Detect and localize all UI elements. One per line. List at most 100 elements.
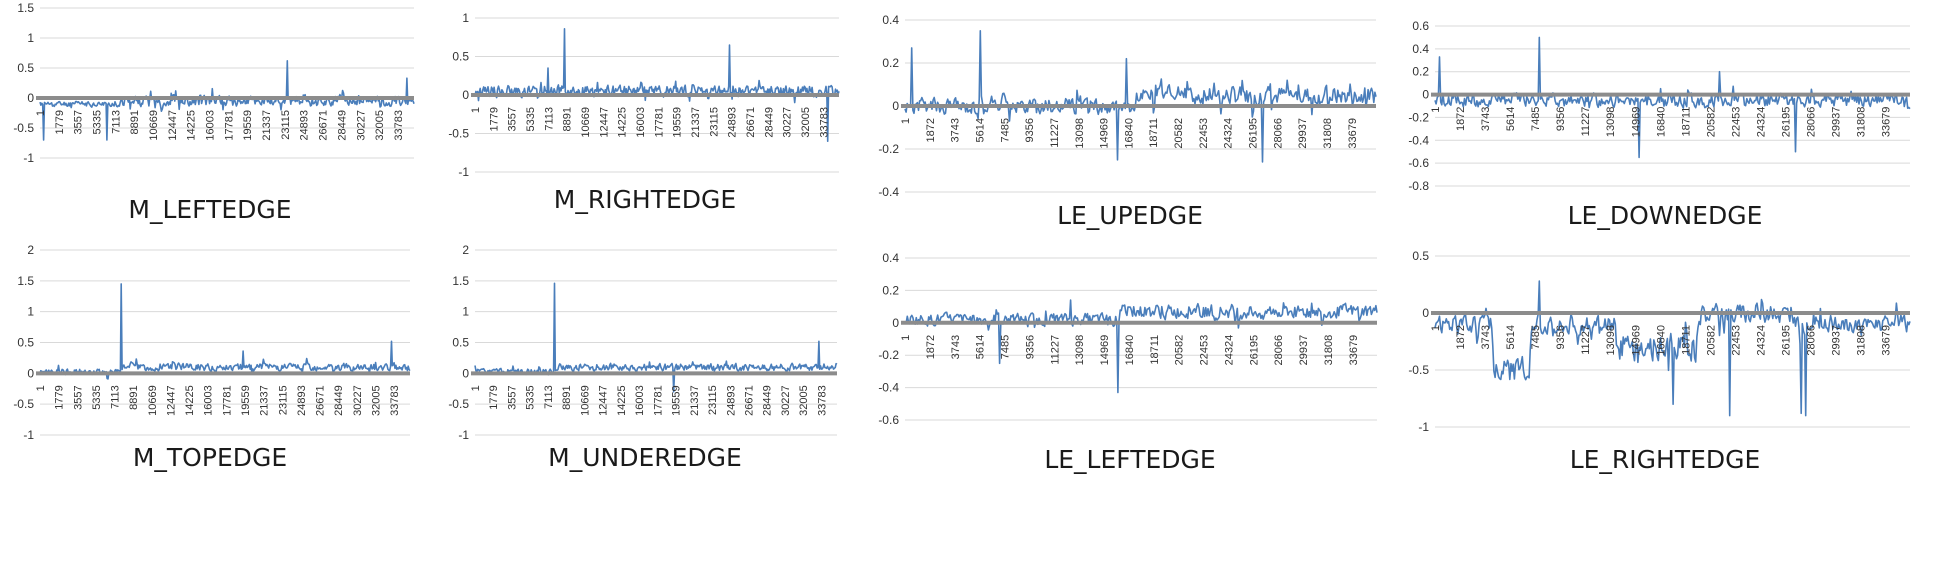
chart-le-leftedge: 0.4 0.2 0 -0.2 -0.4 -0.6 1 1872 3743 5614 7485 9356… xyxy=(878,251,1378,427)
x-tick-label: 24324 xyxy=(1755,107,1767,138)
y-tick-label: 0 xyxy=(462,88,469,102)
x-tick-label: 1 xyxy=(470,385,482,391)
x-tick-label: 13098 xyxy=(1074,118,1086,149)
x-tick-label: 14225 xyxy=(186,110,198,141)
x-tick-label: 3743 xyxy=(950,335,962,359)
chart-title: LE_UPEDGE xyxy=(1057,201,1203,230)
chart-m-rightedge: 1 0.5 0 -0.5 -1 1 1779 3557 5335 7113 8891 10669 124… xyxy=(448,11,840,179)
y-tick-label: 1.5 xyxy=(17,1,34,15)
x-tick-label: 17781 xyxy=(652,385,664,416)
x-tick-label: 30227 xyxy=(780,385,792,416)
y-tick-label: 0.4 xyxy=(882,251,899,265)
y-tick-label: 1 xyxy=(27,305,34,319)
y-tick-label: -0.2 xyxy=(878,348,899,362)
x-tick-label: 18711 xyxy=(1680,325,1692,355)
series-line xyxy=(39,283,411,380)
x-tick-label: 16840 xyxy=(1123,118,1135,149)
x-tick-label: 7113 xyxy=(110,110,122,134)
x-tick-label: 7113 xyxy=(543,385,555,409)
x-tick-label: 20582 xyxy=(1173,118,1185,149)
x-tick-label: 14225 xyxy=(616,385,628,416)
x-tick-label: 5335 xyxy=(525,385,537,409)
x-tick-label: 7113 xyxy=(110,385,122,409)
chart-panel-le-leftedge: 0.4 0.2 0 -0.2 -0.4 -0.6 1 1872 3743 5614 7485 9356… xyxy=(870,240,1390,583)
chart-le-upedge: 0.4 0.2 0 -0.2 -0.4 1 1872 3743 5614 7485 9356 1122… xyxy=(878,13,1377,199)
x-tick-label: 24324 xyxy=(1756,325,1768,356)
y-tick-label: 2 xyxy=(462,243,469,257)
x-tick-label: 33679 xyxy=(1881,325,1893,356)
x-tick-label: 1779 xyxy=(488,107,500,131)
x-tick-label: 33679 xyxy=(1348,335,1360,366)
chart-title: LE_DOWNEDGE xyxy=(1567,201,1763,230)
x-tick-label: 16003 xyxy=(203,385,215,416)
x-tick-label: 1779 xyxy=(54,385,66,409)
x-tick-label: 29937 xyxy=(1297,118,1309,149)
chart-panel-m-underedge: 2 1.5 1 0.5 0 -0.5 -1 1 1779 3557 5335 7113 8891 1066… xyxy=(435,240,855,583)
x-tick-label: 9356 xyxy=(1555,325,1567,349)
x-tick-label: 10669 xyxy=(580,107,592,138)
x-tick-label: 28066 xyxy=(1806,325,1818,356)
chart-panel-le-upedge: 0.4 0.2 0 -0.2 -0.4 1 1872 3743 5614 7485 9356 1122… xyxy=(870,0,1390,230)
y-tick-label: -0.8 xyxy=(1408,179,1429,193)
x-tick-label: 9356 xyxy=(1555,107,1567,131)
x-tick-label: 3743 xyxy=(950,118,962,142)
x-tick-label: 1 xyxy=(900,118,912,124)
y-tick-label: -0.2 xyxy=(1408,110,1429,124)
x-tick-label: 7485 xyxy=(1000,335,1012,359)
x-tick-label: 22453 xyxy=(1730,325,1742,356)
x-tick-label: 24893 xyxy=(299,110,311,141)
y-tick-label: -1 xyxy=(1418,420,1429,434)
x-tick-label: 12447 xyxy=(598,107,610,138)
x-tick-label: 11227 xyxy=(1580,107,1592,137)
y-tick-label: 0.6 xyxy=(1412,19,1429,33)
x-tick-label: 1 xyxy=(35,385,47,391)
x-tick-label: 8891 xyxy=(129,110,141,134)
x-tick-label: 17781 xyxy=(221,385,233,416)
x-tick-label: 12447 xyxy=(167,110,179,141)
y-tick-label: 0.2 xyxy=(882,283,899,297)
x-tick-label: 28066 xyxy=(1273,335,1285,366)
x-tick-label: 29937 xyxy=(1298,335,1310,366)
chart-title: M_TOPEDGE xyxy=(132,443,288,472)
x-tick-label: 8891 xyxy=(562,107,574,131)
y-tick-label: 2 xyxy=(27,243,34,257)
x-tick-label: 5335 xyxy=(92,110,104,134)
x-tick-label: 26195 xyxy=(1780,107,1792,138)
x-tick-label: 17781 xyxy=(223,110,235,141)
series-line xyxy=(1434,36,1911,159)
x-tick-label: 22453 xyxy=(1199,335,1211,366)
x-tick-label: 3557 xyxy=(507,107,519,131)
x-tick-label: 24324 xyxy=(1223,335,1235,366)
x-tick-label: 32005 xyxy=(800,107,812,138)
x-tick-label: 30227 xyxy=(352,385,364,416)
x-tick-label: 19559 xyxy=(240,385,252,416)
x-tick-label: 33679 xyxy=(1347,118,1359,149)
x-tick-label: 14225 xyxy=(617,107,629,138)
x-tick-label: 14225 xyxy=(184,385,196,416)
x-tick-label: 26671 xyxy=(315,385,327,416)
y-tick-label: 0.4 xyxy=(882,13,899,27)
chart-m-leftedge: 1.5 1 0.5 0 -0.5 -1 1 1779 3557 5335 7113 8891 10669… xyxy=(13,1,415,165)
y-tick-label: -1 xyxy=(23,428,34,442)
x-tick-label: 19559 xyxy=(672,107,684,138)
x-tick-label: 14969 xyxy=(1630,325,1642,356)
x-tick-label: 7485 xyxy=(1530,325,1542,349)
x-tick-label: 7485 xyxy=(1530,107,1542,131)
x-tick-label: 32005 xyxy=(371,385,383,416)
x-tick-label: 20582 xyxy=(1174,335,1186,366)
x-tick-label: 24893 xyxy=(725,385,737,416)
x-tick-label: 16003 xyxy=(635,107,647,138)
chart-le-rightedge: 0.5 0 -0.5 -1 1 1872 3743 5614 7485 9356 11227 1309… xyxy=(1408,249,1911,434)
x-tick-label: 3557 xyxy=(507,385,519,409)
x-tick-label: 5614 xyxy=(1505,107,1517,131)
x-tick-label: 9356 xyxy=(1024,335,1036,359)
x-tick-label: 5614 xyxy=(1505,325,1517,349)
x-tick-label: 8891 xyxy=(561,385,573,409)
x-tick-label: 33783 xyxy=(818,107,830,138)
chart-le-downedge: 0.6 0.4 0.2 0 -0.2 -0.4 -0.6 -0.8 1 1872 3743 5614 7… xyxy=(1408,19,1911,193)
chart-m-topedge: 2 1.5 1 0.5 0 -0.5 -1 1 1779 3557 5335 7113 8891 1066… xyxy=(13,243,411,442)
x-tick-label: 16840 xyxy=(1655,325,1667,356)
y-tick-label: -0.4 xyxy=(878,381,899,395)
y-tick-label: 0.5 xyxy=(452,50,469,64)
x-tick-label: 14969 xyxy=(1099,118,1111,149)
